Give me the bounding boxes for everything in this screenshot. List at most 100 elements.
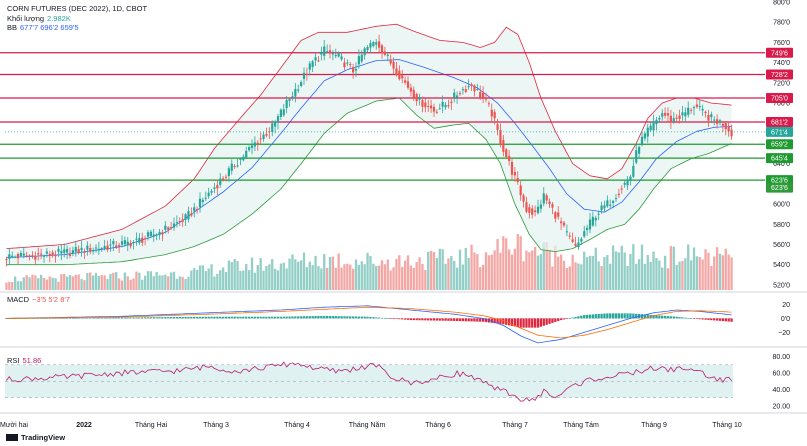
volume-bar bbox=[626, 265, 629, 290]
macd-histogram-bar bbox=[704, 318, 707, 320]
candle-body bbox=[669, 115, 672, 123]
macd-histogram-bar bbox=[48, 318, 51, 319]
volume-bar bbox=[617, 252, 621, 290]
macd-histogram-bar bbox=[97, 317, 101, 319]
candle-body bbox=[334, 55, 337, 57]
macd-histogram-bar bbox=[571, 317, 574, 319]
volume-bar bbox=[37, 278, 40, 290]
macd-histogram-bar bbox=[412, 318, 415, 321]
candle-body bbox=[432, 106, 436, 112]
volume-bar bbox=[8, 281, 11, 290]
candle-body bbox=[340, 56, 343, 60]
price-axis-tick: 600'0 bbox=[773, 202, 790, 209]
volume-bar bbox=[271, 259, 274, 290]
candle-body bbox=[487, 103, 490, 105]
macd-histogram-bar bbox=[603, 313, 606, 319]
macd-histogram-bar bbox=[126, 317, 129, 319]
candle-body bbox=[170, 227, 173, 229]
candle-body bbox=[94, 247, 98, 249]
volume-bar bbox=[707, 252, 710, 290]
macd-histogram-bar bbox=[164, 317, 167, 319]
volume-bar bbox=[161, 275, 164, 290]
time-axis-tick: Tháng 7 bbox=[502, 422, 528, 429]
volume-bar bbox=[16, 281, 20, 290]
volume-bar bbox=[216, 273, 219, 290]
macd-histogram-bar bbox=[490, 318, 493, 323]
level-label-bg bbox=[766, 93, 793, 103]
volume-bar bbox=[600, 265, 603, 290]
macd-histogram-bar bbox=[42, 318, 46, 319]
macd-histogram-bar bbox=[175, 317, 179, 319]
candle-body bbox=[300, 82, 303, 87]
macd-histogram-bar bbox=[253, 316, 257, 319]
candle-body bbox=[724, 123, 727, 130]
rsi-line bbox=[6, 361, 732, 402]
candle-body bbox=[311, 61, 314, 67]
candle-body bbox=[349, 63, 352, 65]
macd-histogram-bar bbox=[429, 318, 433, 321]
candle-body bbox=[574, 243, 577, 246]
volume-bar bbox=[669, 246, 673, 290]
candle-body bbox=[718, 120, 722, 123]
volume-bar bbox=[247, 270, 251, 290]
volume-bar bbox=[103, 275, 106, 290]
candle-body bbox=[666, 113, 670, 116]
volume-bar bbox=[207, 268, 210, 290]
macd-histogram-bar bbox=[230, 316, 233, 319]
macd-histogram-bar bbox=[568, 318, 571, 319]
candle-body bbox=[421, 100, 424, 107]
volume-bar bbox=[533, 246, 537, 290]
macd-histogram-bar bbox=[256, 316, 259, 319]
volume-bar bbox=[219, 270, 222, 290]
volume-bar bbox=[377, 265, 381, 290]
macd-histogram-bar bbox=[441, 318, 444, 321]
volume-bar bbox=[383, 264, 387, 290]
macd-histogram-bar bbox=[233, 316, 236, 319]
candle-body bbox=[655, 119, 658, 125]
volume-bar bbox=[721, 255, 725, 290]
candle-body bbox=[372, 42, 375, 47]
macd-histogram-bar bbox=[580, 315, 583, 319]
bb-lower-label-bg bbox=[766, 182, 793, 193]
macd-histogram-bar bbox=[351, 316, 355, 319]
macd-histogram-bar bbox=[389, 318, 392, 319]
time-axis-tick: Tháng 9 bbox=[641, 422, 667, 429]
macd-histogram-bar bbox=[522, 318, 525, 328]
macd-histogram-bar bbox=[479, 318, 482, 322]
macd-histogram-bar bbox=[193, 316, 196, 319]
volume-bar bbox=[146, 271, 150, 290]
candle-body bbox=[222, 178, 225, 180]
volume-bar bbox=[138, 272, 141, 290]
candle-body bbox=[60, 251, 63, 254]
volume-bar bbox=[39, 274, 43, 290]
macd-histogram-bar bbox=[158, 317, 161, 319]
volume-bar bbox=[637, 259, 641, 290]
macd-histogram-bar bbox=[594, 314, 597, 319]
candle-body bbox=[658, 117, 661, 120]
macd-histogram-bar bbox=[190, 316, 193, 319]
volume-bar bbox=[236, 261, 239, 290]
volume-bar bbox=[34, 275, 37, 290]
macd-histogram-bar bbox=[513, 318, 517, 327]
volume-bar bbox=[230, 262, 233, 290]
volume-legend: Khối lượng 2.982K bbox=[7, 14, 71, 23]
macd-histogram-bar bbox=[216, 316, 219, 319]
volume-bar bbox=[724, 248, 727, 290]
volume-bar bbox=[611, 245, 615, 290]
macd-histogram-bar bbox=[28, 318, 31, 319]
macd-histogram-bar bbox=[548, 318, 551, 324]
volume-bar bbox=[245, 263, 248, 290]
macd-histogram-bar bbox=[481, 318, 485, 322]
macd-histogram-bar bbox=[91, 317, 95, 319]
macd-histogram-bar bbox=[375, 317, 378, 319]
candle-body bbox=[375, 42, 378, 45]
volume-bar bbox=[262, 270, 265, 290]
macd-legend: MACD −3'5 5'2 8'7 bbox=[7, 295, 70, 304]
candle-body bbox=[11, 255, 14, 258]
volume-bar bbox=[565, 268, 569, 290]
candle-body bbox=[31, 255, 34, 257]
candle-body bbox=[528, 207, 531, 213]
macd-histogram-bar bbox=[499, 318, 502, 324]
volume-bar bbox=[464, 247, 467, 290]
